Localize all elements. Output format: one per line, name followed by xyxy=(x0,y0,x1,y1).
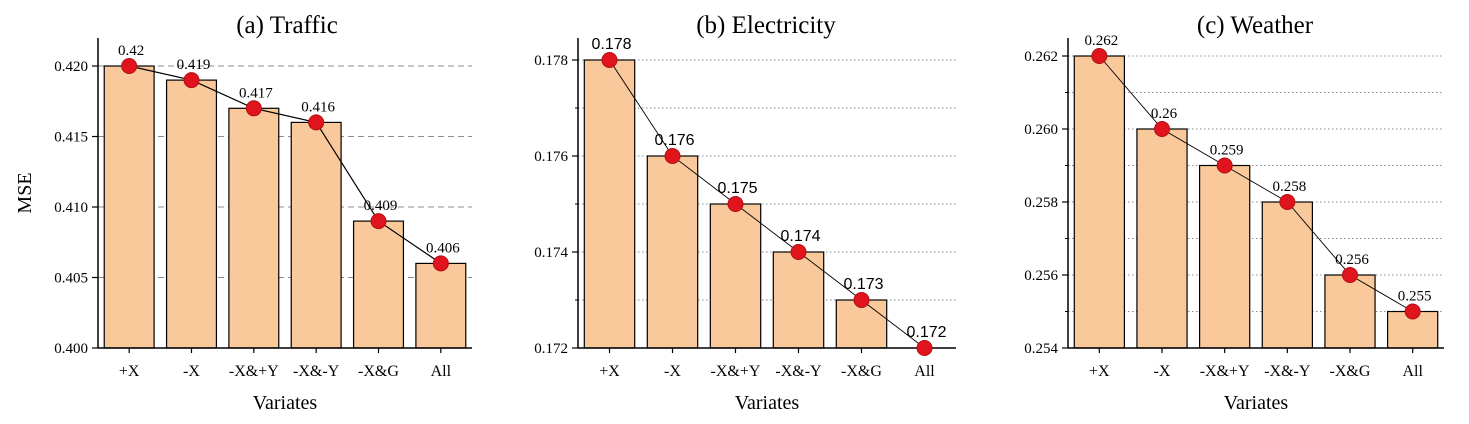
point-x xyxy=(664,148,681,164)
x-tick-label-xandplusy: -X&+Y xyxy=(1200,363,1250,380)
point-xandg xyxy=(1342,267,1358,283)
data-label-plusx: 0.178 xyxy=(591,36,631,53)
bar-xandplusy xyxy=(709,203,762,349)
series-line xyxy=(129,65,442,264)
bar-x xyxy=(646,155,699,349)
data-label-xandg: 0.409 xyxy=(364,198,398,214)
bar-xand-y xyxy=(290,121,342,349)
series-line xyxy=(1098,55,1413,312)
bar-xandg xyxy=(1324,274,1376,349)
data-label-x: 0.26 xyxy=(1151,106,1178,122)
point-plusx xyxy=(1091,48,1108,64)
data-label-x: 0.419 xyxy=(177,57,211,73)
y-axis-title: MSE xyxy=(14,172,36,213)
data-label-all: 0.406 xyxy=(426,240,460,256)
x-axis-title: Variates xyxy=(253,392,318,414)
y-tick-label: 0.254 xyxy=(1024,341,1058,357)
x-tick-label-all: All xyxy=(1402,363,1423,380)
y-tick-label: 0.176 xyxy=(534,149,568,165)
data-label-xandplusy: 0.259 xyxy=(1210,143,1244,159)
y-tick-label: 0.415 xyxy=(54,130,88,146)
data-label-xandg: 0.173 xyxy=(843,276,883,293)
bar-xand-y xyxy=(1261,201,1314,349)
bar-x xyxy=(165,79,218,349)
point-xand-y xyxy=(308,114,325,131)
panel-weather: (c) Weather 0.254 0.256 0.258 0.260 0.262 +X -X… xyxy=(1024,12,1444,414)
bar-plusx xyxy=(103,65,155,349)
series-line xyxy=(609,59,925,349)
x-tick-label-plusx: +X xyxy=(1089,363,1110,380)
y-tick-label: 0.405 xyxy=(54,271,88,287)
x-tick-label-x: -X xyxy=(183,363,200,380)
panel-title: (c) Weather xyxy=(1197,12,1314,39)
x-tick-label-xandplusy: -X&+Y xyxy=(711,363,761,380)
y-tick-label: 0.400 xyxy=(54,341,88,357)
x-tick-label-all: All xyxy=(914,363,935,380)
point-x xyxy=(1154,121,1170,137)
x-tick-label-xandg: -X&G xyxy=(358,363,399,380)
y-tick-label: 0.256 xyxy=(1024,268,1058,284)
x-tick-label-x: -X xyxy=(664,363,681,380)
y-tick-label: 0.410 xyxy=(54,200,88,216)
data-label-xand-y: 0.174 xyxy=(780,228,820,245)
bar-xandplusy xyxy=(1198,164,1251,349)
y-tick-label: 0.420 xyxy=(54,59,88,75)
point-all xyxy=(432,255,449,272)
point-xandplusy xyxy=(1216,157,1233,174)
x-tick-label-xand-y: -X&-Y xyxy=(1264,363,1311,380)
panel-traffic: (a) Traffic 0.400 0.405 0.410 0.415 0.420 +X -X… xyxy=(14,12,472,414)
y-tick-label: 0.260 xyxy=(1024,122,1058,138)
y-tick-label: 0.258 xyxy=(1024,195,1058,211)
data-label-x: 0.176 xyxy=(654,132,694,149)
point-all xyxy=(1404,303,1421,320)
point-xandplusy xyxy=(727,196,744,212)
x-tick-label-plusx: +X xyxy=(119,363,140,380)
x-tick-label-xandg: -X&G xyxy=(1330,363,1371,380)
panel-electricity: (b) Electricity 0.172 0.174 0.176 0.178 +X -X -… xyxy=(534,12,956,414)
x-tick-label-xandg: -X&G xyxy=(841,363,882,380)
point-xandg xyxy=(370,213,387,230)
x-tick-label-xandplusy: -X&+Y xyxy=(229,363,279,380)
panel-title: (a) Traffic xyxy=(236,12,338,39)
data-label-xandplusy: 0.417 xyxy=(239,85,273,101)
point-xandg xyxy=(853,292,870,308)
bar-plusx xyxy=(583,59,636,349)
bar-xandplusy xyxy=(228,107,280,349)
x-tick-label-xand-y: -X&-Y xyxy=(775,363,822,380)
panel-title: (b) Electricity xyxy=(696,12,836,39)
data-label-xandplusy: 0.175 xyxy=(717,180,757,197)
bar-all xyxy=(415,262,467,349)
x-tick-label-x: -X xyxy=(1154,363,1171,380)
point-xand-y xyxy=(1279,194,1296,210)
point-plusx xyxy=(121,58,138,74)
data-label-all: 0.255 xyxy=(1398,289,1432,305)
point-xand-y xyxy=(790,244,807,260)
data-label-xandg: 0.256 xyxy=(1335,252,1369,268)
y-tick-label: 0.172 xyxy=(534,341,568,357)
x-tick-label-xand-y: -X&-Y xyxy=(293,363,340,380)
point-xandplusy xyxy=(245,100,262,117)
data-label-plusx: 0.42 xyxy=(118,43,144,59)
x-tick-label-plusx: +X xyxy=(599,363,620,380)
data-label-plusx: 0.262 xyxy=(1084,33,1118,49)
x-axis-title: Variates xyxy=(1224,392,1289,414)
bar-plusx xyxy=(1073,55,1126,349)
y-tick-label: 0.178 xyxy=(534,53,568,69)
point-x xyxy=(183,72,200,89)
bar-xand-y xyxy=(772,251,825,349)
bar-x xyxy=(1136,128,1188,349)
data-label-all: 0.172 xyxy=(906,324,946,341)
y-tick-label: 0.174 xyxy=(534,245,568,261)
x-axis-title: Variates xyxy=(735,392,800,414)
point-plusx xyxy=(601,52,618,68)
data-label-xand-y: 0.258 xyxy=(1272,179,1306,195)
bar-xandg xyxy=(352,220,405,349)
x-tick-label-all: All xyxy=(431,363,452,380)
y-tick-label: 0.262 xyxy=(1024,49,1058,65)
point-all xyxy=(916,340,933,356)
data-label-xand-y: 0.416 xyxy=(301,99,335,115)
